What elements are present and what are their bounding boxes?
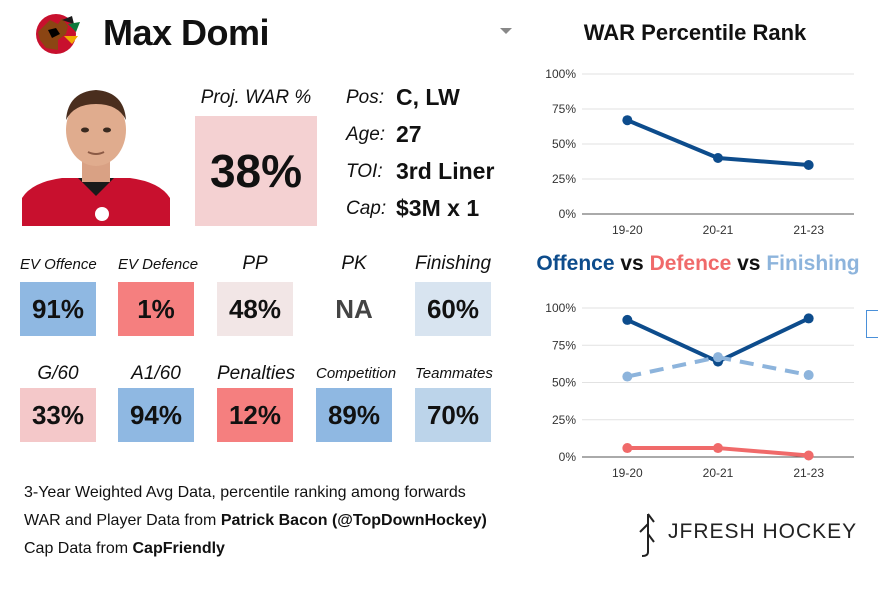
stat-label: Teammates [415,365,493,382]
stat-label: EV Offence [20,256,97,273]
data-point-finishing [713,352,723,363]
stat-label: Competition [316,365,397,382]
y-tick-label: 0% [559,207,577,221]
stat-label: PP [242,253,268,274]
y-tick-label: 100% [545,67,576,81]
data-point-defence [803,450,814,461]
data-point-finishing [622,371,633,382]
data-point-war [713,153,723,163]
stat-label: EV Defence [118,256,199,273]
age-label: Age: [346,124,386,145]
stat-label: G/60 [37,363,79,384]
cap-value: $3M x 1 [396,195,480,221]
stat-value: 70% [415,388,491,442]
pos-label: Pos: [346,87,385,108]
player-name: Max Domi [103,12,270,53]
proj-war-label: Proj. WAR % [200,87,312,108]
x-tick-label: 19-20 [612,223,643,237]
stat-label: PK [341,253,367,274]
y-tick-label: 50% [552,137,576,151]
ovd-chart-title: Offence vs Defence vs Finishing [536,252,860,275]
x-tick-label: 21-23 [793,466,824,480]
brand-name: JFRESH HOCKEY [668,520,858,543]
y-tick-label: 25% [552,172,576,186]
stat-value: 12% [217,388,293,442]
data-point-offence [622,314,633,325]
player-photo [22,78,170,226]
y-tick-label: 75% [552,338,576,352]
stat-value: NA [316,282,392,336]
proj-war-value: 38% [195,116,317,226]
footer-cap-source: Cap Data from CapFriendly [24,540,225,557]
stat-value: 94% [118,388,194,442]
y-tick-label: 25% [552,413,576,427]
data-point-defence [713,443,723,454]
stat-value: 48% [217,282,293,336]
war-chart-title: WAR Percentile Rank [583,20,807,45]
edge-marker [866,310,878,338]
stat-value: 91% [20,282,96,336]
team-logo-icon [36,14,80,54]
stat-value: 60% [415,282,491,336]
x-tick-label: 21-23 [793,223,824,237]
data-point-war [622,115,633,126]
data-point-finishing [803,370,814,381]
stat-label: Penalties [217,363,296,384]
pos-value: C, LW [396,84,460,110]
player-dropdown-icon[interactable] [500,28,512,34]
ovd-chart: 0% 25% 50% 75% 100% 19-20 20-21 21-23 [545,301,854,480]
y-tick-label: 100% [545,301,576,315]
brand-logo-icon [639,513,655,557]
footer-war-source: WAR and Player Data from Patrick Bacon (… [24,512,487,529]
data-point-war [803,160,814,170]
age-value: 27 [396,121,422,147]
y-tick-label: 50% [552,376,576,390]
x-tick-label: 20-21 [703,466,734,480]
data-point-defence [622,443,633,454]
toi-value: 3rd Liner [396,158,495,184]
y-tick-label: 75% [552,102,576,116]
x-tick-label: 19-20 [612,466,643,480]
data-point-offence [803,313,814,324]
stat-value: 33% [20,388,96,442]
x-tick-label: 20-21 [703,223,734,237]
footer-note: 3-Year Weighted Avg Data, percentile ran… [24,484,466,501]
cap-label: Cap: [346,198,387,219]
y-tick-label: 0% [559,450,577,464]
war-percentile-chart: 0% 25% 50% 75% 100% 19-20 20-21 21-23 [545,67,854,237]
stat-value: 1% [118,282,194,336]
toi-label: TOI: [346,161,383,182]
stat-label: A1/60 [131,363,181,384]
stat-value: 89% [316,388,392,442]
stat-label: Finishing [415,253,492,274]
